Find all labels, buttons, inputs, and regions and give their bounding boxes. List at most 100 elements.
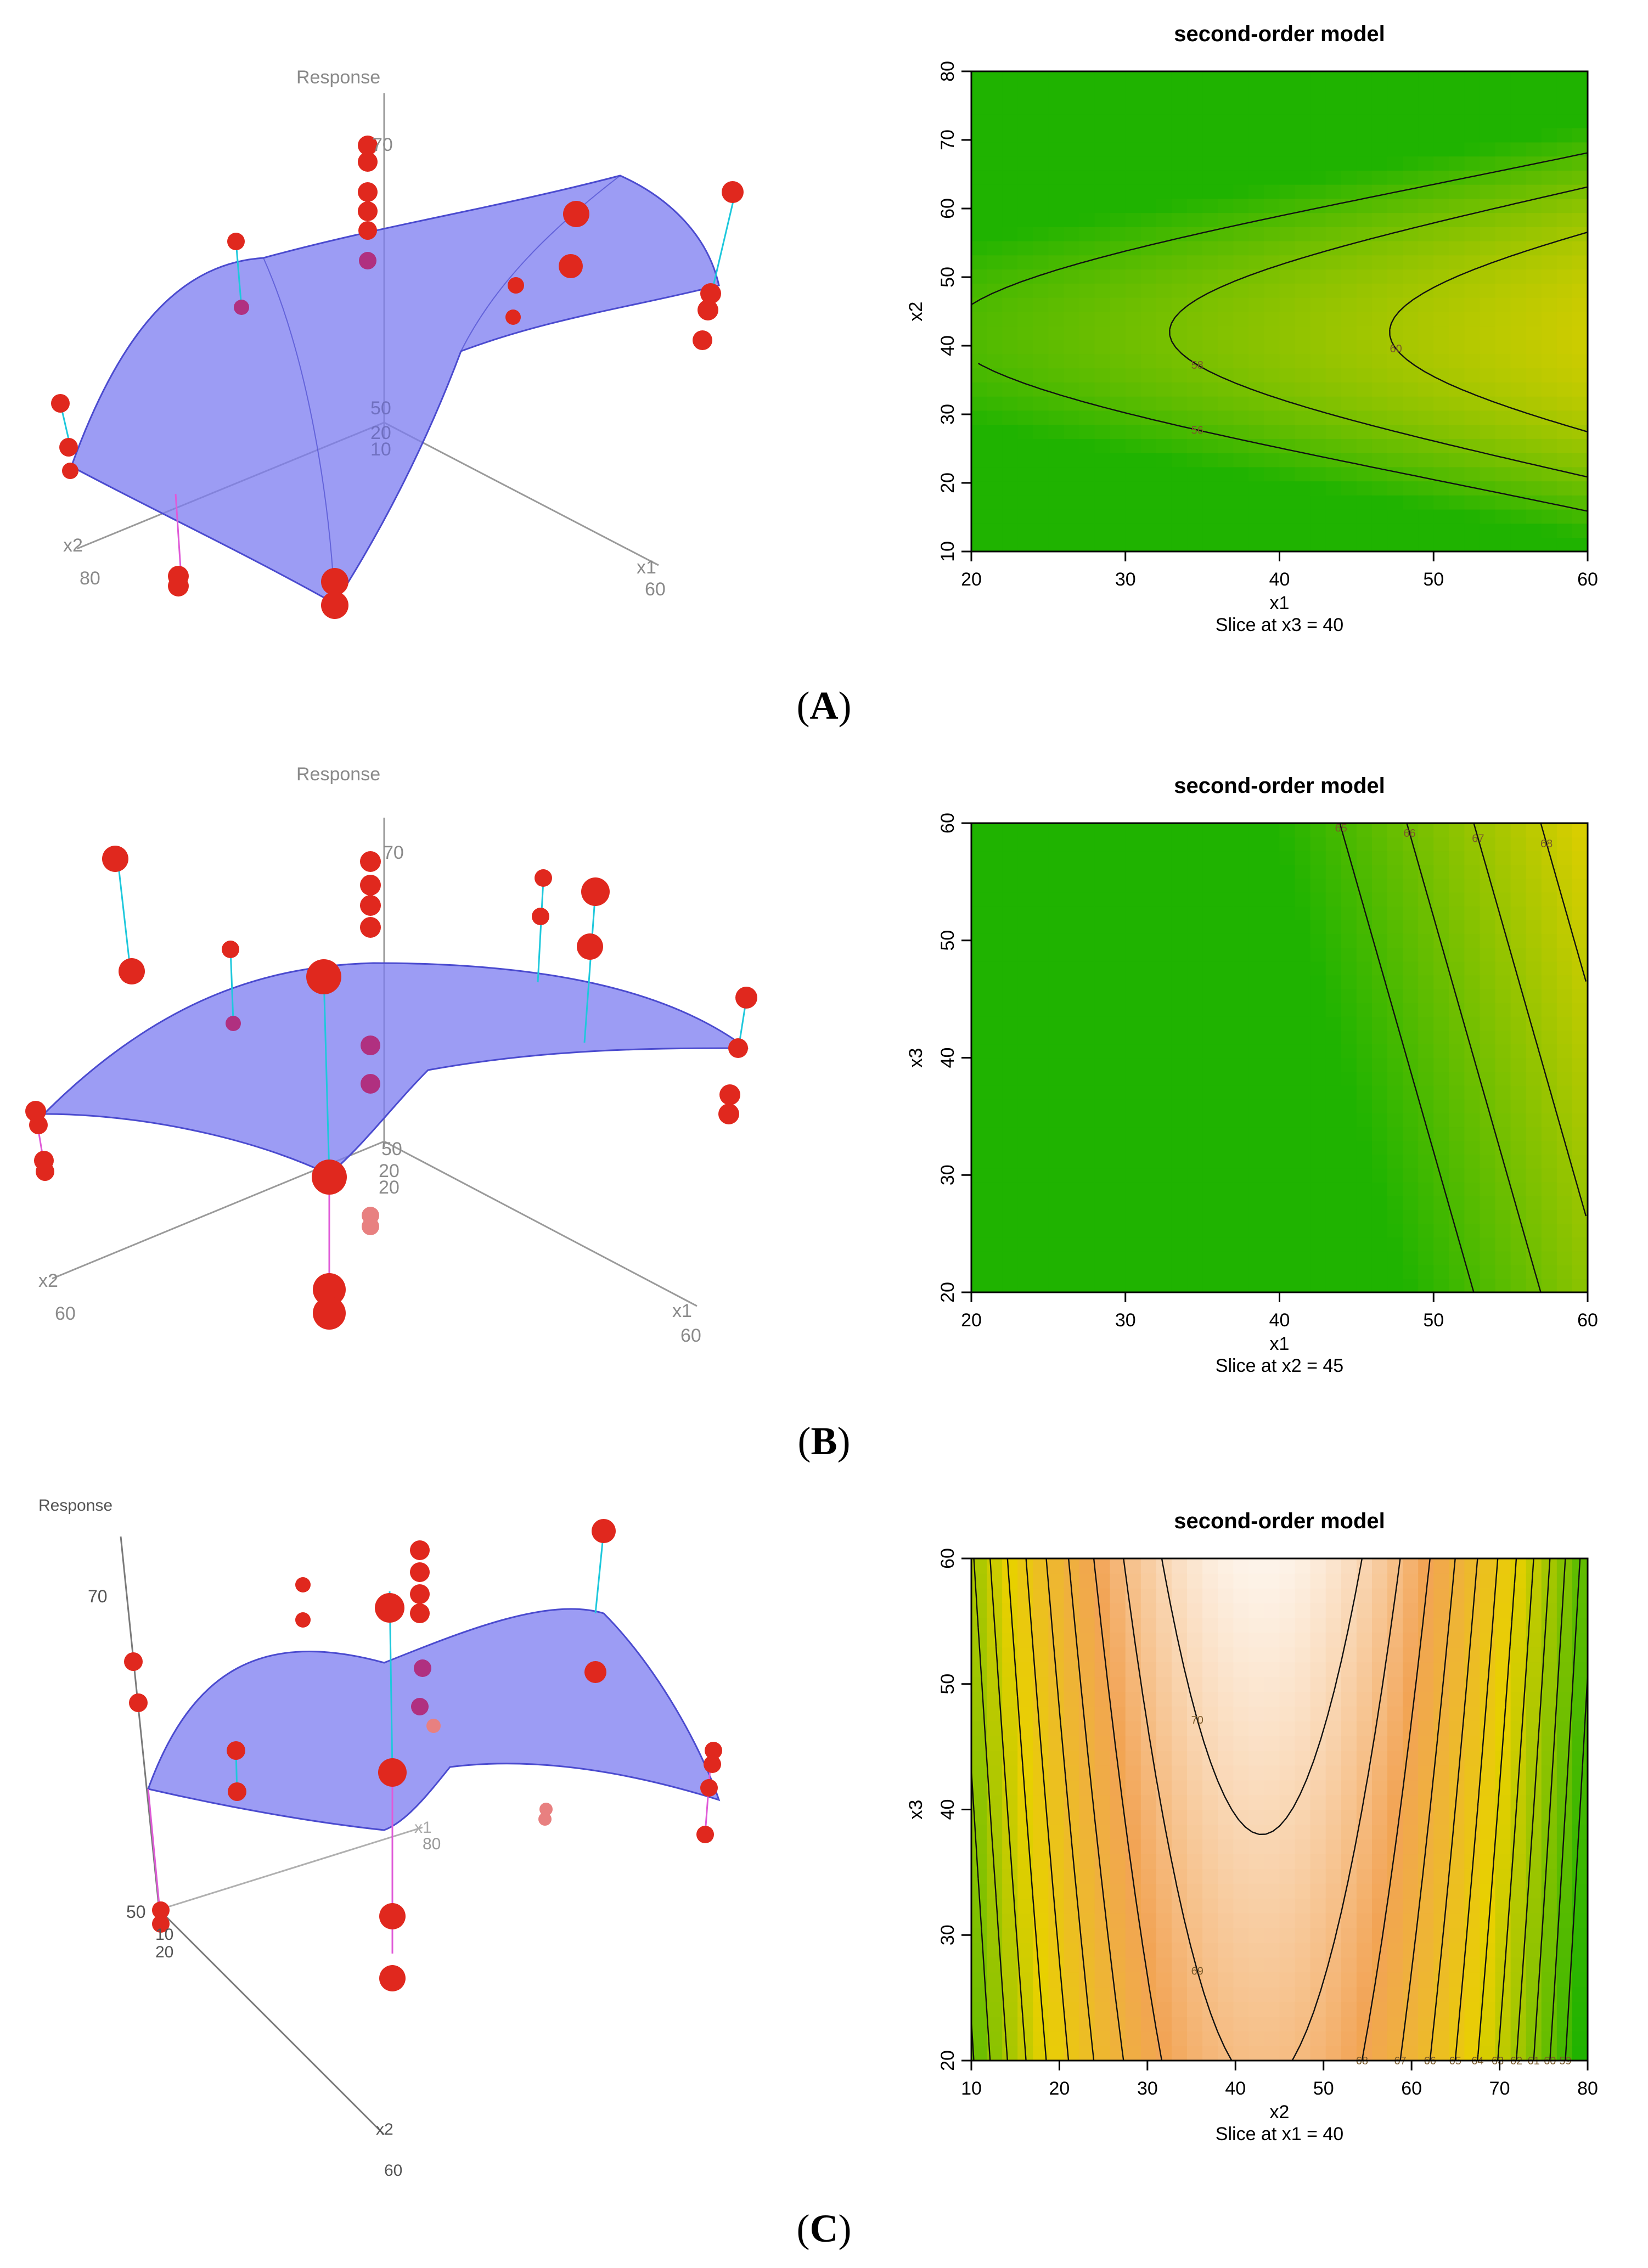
heat-cell [1341,156,1357,171]
heat-cell [1125,1251,1141,1265]
heat-cell [1094,1869,1111,1884]
heat-cell [1403,269,1419,284]
heat-cell [1495,851,1511,865]
heat-cell [1310,227,1326,241]
heat-cell [1202,1824,1218,1840]
residual-stem [537,880,544,983]
heat-cell [1310,1765,1326,1781]
heat-cell [1171,1002,1188,1017]
heat-cell [1002,905,1019,920]
heat-cell [1033,1883,1049,1899]
heat-cell [1125,452,1141,468]
heat-cell [1233,1154,1250,1169]
heat-cell [1403,1209,1419,1224]
heat-cell [1171,1154,1188,1169]
heat-cell [1171,71,1188,86]
heat-cell [1202,1085,1218,1100]
heat-cell [1495,837,1511,852]
heat-cell [1110,481,1126,496]
heat-cell [1002,438,1019,453]
heat-cell [1264,2016,1280,2031]
heat-cell [1279,85,1296,100]
heat-cell [1541,1839,1557,1855]
heat-cell [1218,1278,1234,1293]
heat-cell [1541,947,1557,962]
heat-cell [1048,523,1065,538]
heat-cell [1079,466,1095,482]
heat-cell [1125,339,1141,354]
heat-cell [1033,212,1049,227]
heat-cell [971,495,987,510]
heat-cell [1310,1854,1326,1869]
heat-cell [1064,1264,1080,1279]
heat-cell [1449,1168,1465,1183]
contour-line [973,1558,1551,2061]
heat-cell [1403,1127,1419,1141]
heat-cell [1140,212,1157,227]
heat-cell [1480,156,1496,171]
heat-cell [987,523,1003,538]
heat-cell [1079,1706,1095,1721]
heat-cell [1125,947,1141,962]
design-point [379,1965,406,1991]
heat-cell [1171,1706,1188,1721]
heat-cell [1064,961,1080,976]
heat-cell [1279,837,1296,852]
heat-cell [1125,396,1141,411]
heat-cell [1218,1209,1234,1224]
heat-cell [1433,311,1450,327]
heat-cell [1387,1986,1403,2002]
heat-cell [1233,823,1250,837]
heat-cell [1341,339,1357,354]
heat-cell [1418,1942,1435,1958]
heat-cell [1356,1617,1373,1633]
heat-cell [1233,1927,1250,1943]
heat-cell [1480,933,1496,948]
heat-cell [1110,1839,1126,1855]
heat-cell [1341,382,1357,397]
heat-cell [1187,1099,1203,1113]
heat-cell [1002,1209,1019,1224]
heat-cell [971,142,987,157]
heat-cell [1033,1839,1049,1855]
heat-cell [987,325,1003,340]
heat-cell [1510,1237,1527,1252]
heat-cell [1371,1195,1388,1210]
heat-cell [1341,452,1357,468]
heat-cell [1033,947,1049,962]
heat-cell [971,1181,987,1196]
heat-cell [1387,353,1403,369]
heat-cell [1279,227,1296,241]
heat-cell [1048,1809,1065,1825]
heat-cell [1002,85,1019,100]
heat-cell [1140,1057,1157,1072]
heat-cell [1572,864,1588,879]
heat-cell [1572,1972,1588,1988]
heat-cell [1125,1765,1141,1781]
heat-cell [1171,1558,1188,1574]
heat-cell [1264,1071,1280,1086]
heat-cell [1279,452,1296,468]
heat-cell [1094,339,1111,354]
heat-cell [1002,947,1019,962]
heat-cell [987,1809,1003,1825]
heat-cell [1341,1127,1357,1141]
heat-cell [1218,2016,1234,2031]
heat-cell [1017,1632,1034,1648]
heat-cell [1110,438,1126,453]
heat-cell [1325,1181,1342,1196]
heat-cell [1310,297,1326,312]
heat-cell [1556,1676,1573,1692]
design-point [700,283,721,304]
heat-cell [1156,99,1172,115]
heat-cell [1110,1912,1126,1928]
heat-cell [1418,382,1435,397]
heat-cell [1433,1765,1450,1781]
heat-cell [1064,878,1080,893]
heat-cell [1140,1113,1157,1128]
heat-cell [1233,1957,1250,1973]
heat-cell [1433,466,1450,482]
heat-cell [1449,1809,1465,1825]
heat-cell [1325,1085,1342,1100]
heat-cell [1295,1057,1311,1072]
